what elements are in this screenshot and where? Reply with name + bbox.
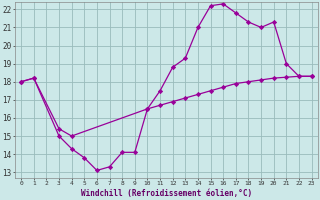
X-axis label: Windchill (Refroidissement éolien,°C): Windchill (Refroidissement éolien,°C) — [81, 189, 252, 198]
